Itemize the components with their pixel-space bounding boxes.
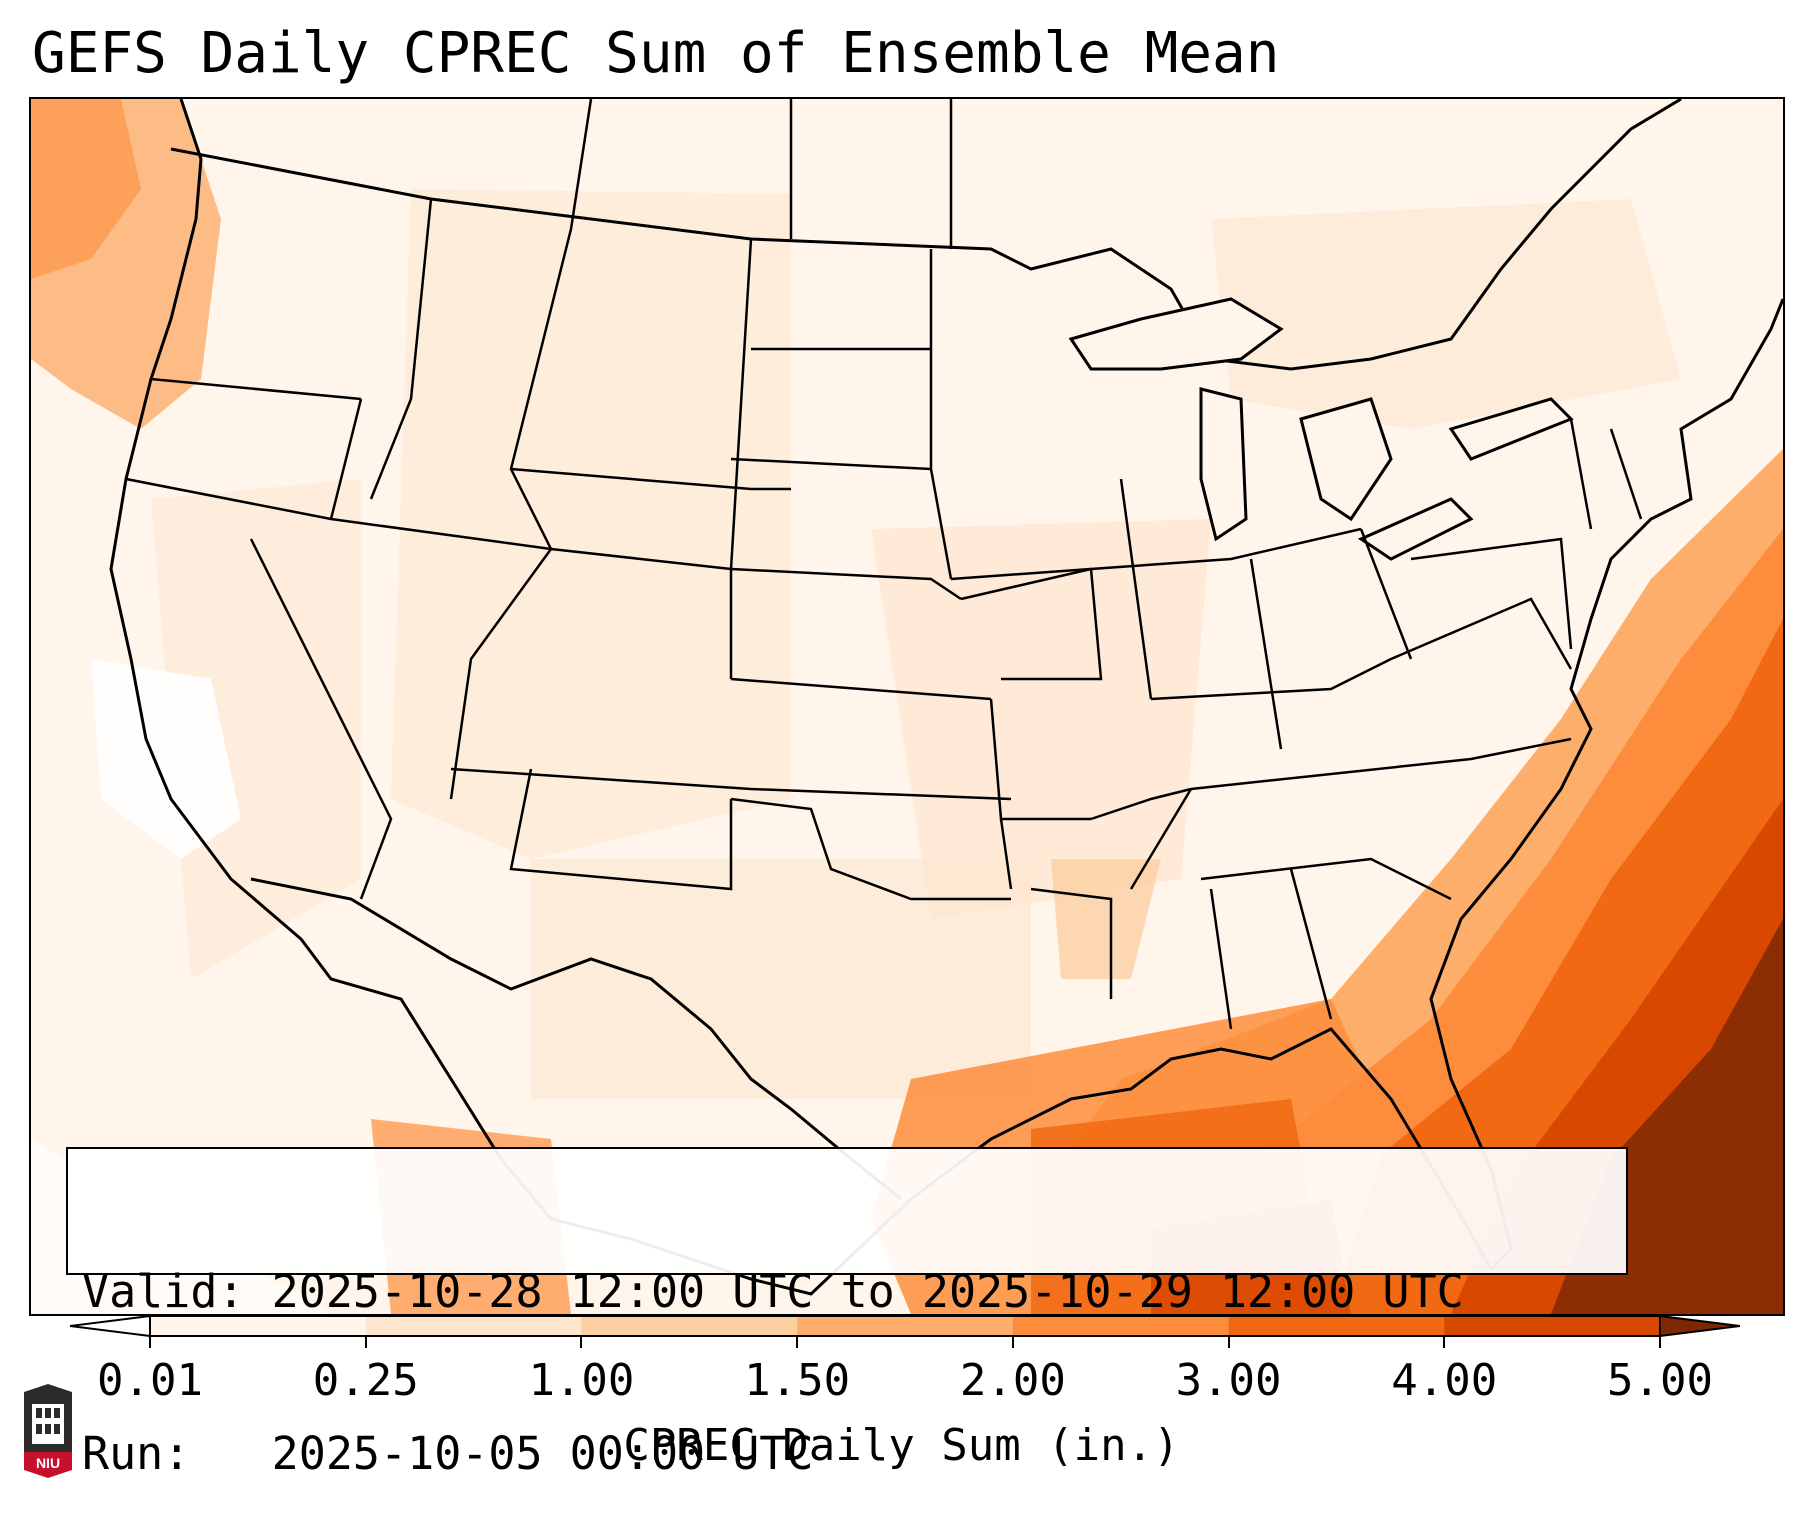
colorbar-tick-label: 4.00 — [1391, 1355, 1498, 1406]
colorbar-label-text: CPREC Daily Sum (in.) — [623, 1420, 1180, 1471]
colorbar-tick-label: 0.01 — [97, 1355, 203, 1406]
niu-logo: NIU — [24, 1384, 72, 1478]
colorbar — [70, 1314, 1740, 1338]
run-time-text: Run: 2025-10-05 00:00 UTC — [82, 1427, 814, 1480]
colorbar-segment — [1444, 1316, 1661, 1336]
precip-map — [29, 97, 1785, 1316]
svg-text:NIU: NIU — [36, 1455, 60, 1471]
map-canvas — [31, 99, 1783, 1314]
colorbar-tick — [1227, 1336, 1230, 1348]
colorbar-tick-label: 3.00 — [1175, 1355, 1282, 1406]
colorbar-over-arrow — [1659, 1314, 1740, 1338]
colorbar-label: CPREC Daily Sum (in.) — [0, 1420, 1803, 1472]
valid-run-info-box: Valid: 2025-10-28 12:00 UTC to 2025-10-2… — [66, 1147, 1628, 1480]
colorbar-tick — [1011, 1336, 1014, 1348]
colorbar-segment — [365, 1316, 582, 1336]
colorbar-tick — [796, 1336, 799, 1348]
colorbar-tick-label: 2.00 — [959, 1355, 1066, 1406]
colorbar-tick — [1443, 1336, 1446, 1348]
colorbar-segment — [150, 1316, 367, 1336]
colorbar-tick-label: 1.50 — [744, 1355, 851, 1406]
colorbar-tick — [580, 1336, 583, 1348]
colorbar-ticks: 0.01 0.25 1.00 1.50 2.00 3.00 4.00 5.00 — [0, 1336, 1803, 1416]
colorbar-tick-label: 5.00 — [1607, 1355, 1713, 1406]
map-title: GEFS Daily CPREC Sum of Ensemble Mean — [32, 21, 1280, 86]
colorbar-tick — [1659, 1336, 1661, 1348]
colorbar-segment — [797, 1316, 1014, 1336]
colorbar-outline — [149, 1315, 1661, 1337]
colorbar-tick-label: 0.25 — [312, 1355, 419, 1406]
colorbar-tick — [364, 1336, 367, 1348]
valid-time-text: Valid: 2025-10-28 12:00 UTC to 2025-10-2… — [82, 1265, 1464, 1318]
colorbar-segment — [1012, 1316, 1230, 1336]
colorbar-tick — [149, 1336, 151, 1348]
colorbar-segment — [581, 1316, 798, 1336]
colorbar-under-arrow — [70, 1314, 151, 1338]
colorbar-segment — [1228, 1316, 1445, 1336]
colorbar-tick-label: 1.00 — [528, 1355, 635, 1406]
